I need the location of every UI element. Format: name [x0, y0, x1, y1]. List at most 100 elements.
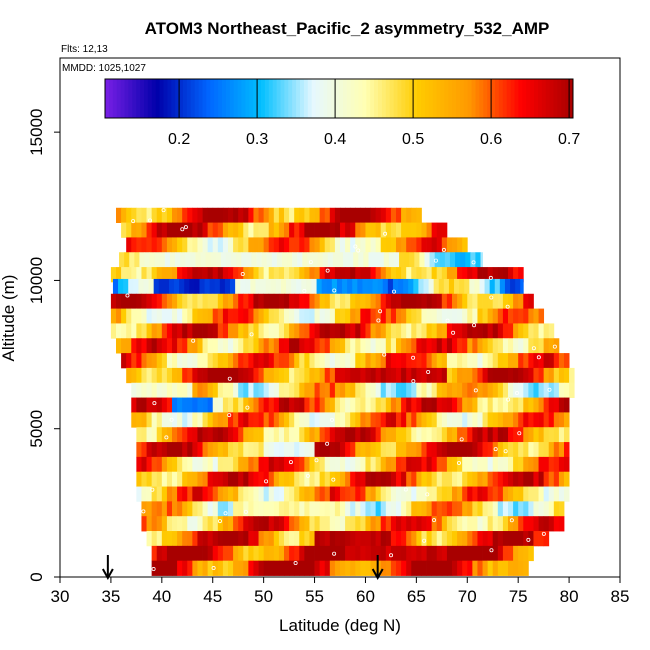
heatmap-cell	[309, 501, 315, 517]
heatmap-cell	[396, 516, 402, 532]
heatmap-cell	[543, 353, 550, 369]
heatmap-cell	[528, 456, 534, 473]
heatmap-cell	[462, 412, 468, 428]
heatmap-cell	[182, 560, 188, 576]
heatmap-cell	[141, 427, 147, 443]
heatmap-cell	[248, 293, 254, 309]
heatmap-cell	[329, 412, 336, 428]
heatmap-cell	[365, 237, 371, 253]
heatmap-cell	[492, 456, 499, 473]
heatmap-cell	[294, 545, 300, 562]
heatmap-cell	[207, 486, 214, 502]
heatmap-cell	[309, 397, 315, 413]
heatmap-cell	[268, 237, 275, 253]
heatmap-cell	[492, 516, 499, 532]
heatmap-cell	[324, 293, 331, 309]
heatmap-cell	[421, 353, 427, 369]
heatmap-cell	[396, 397, 402, 413]
heatmap-cell	[380, 382, 387, 398]
heatmap-cell	[421, 427, 427, 443]
heatmap-cell	[243, 560, 249, 576]
heatmap-cell	[528, 545, 534, 562]
heatmap-cell	[309, 237, 315, 253]
heatmap-cell	[217, 267, 224, 283]
heatmap-cell	[268, 222, 275, 238]
heatmap-cell	[177, 442, 183, 458]
heatmap-cell	[329, 442, 336, 458]
heatmap-cell	[385, 353, 392, 369]
heatmap-cell	[251, 252, 257, 268]
colorbar-segment	[491, 79, 496, 118]
heatmap-cell	[197, 367, 203, 384]
heatmap-cell	[355, 222, 361, 238]
heatmap-cell	[243, 501, 249, 517]
heatmap-cell	[299, 293, 305, 309]
heatmap-cell	[284, 471, 290, 487]
heatmap-cell	[294, 501, 300, 517]
heatmap-cell	[334, 442, 341, 458]
heatmap-cell	[360, 412, 366, 428]
heatmap-cell	[243, 367, 249, 384]
heatmap-cell	[423, 278, 429, 295]
heatmap-cell	[250, 278, 256, 295]
heatmap-cell	[248, 531, 254, 547]
heatmap-cell	[508, 338, 514, 354]
heatmap-cell	[472, 471, 478, 487]
heatmap-cell	[558, 427, 565, 443]
heatmap-cell	[253, 412, 259, 428]
heatmap-cell	[360, 456, 366, 473]
heatmap-cell	[390, 456, 397, 473]
heatmap-cell	[192, 412, 198, 428]
heatmap-cell	[523, 323, 529, 339]
heatmap-cell	[182, 323, 188, 339]
heatmap-cell	[207, 397, 214, 413]
heatmap-cell	[482, 531, 489, 547]
heatmap-cell	[446, 237, 453, 253]
heatmap-cell	[243, 267, 249, 283]
heatmap-cell	[543, 323, 550, 339]
heatmap-cell	[482, 293, 489, 309]
heatmap-cell	[231, 252, 237, 268]
colorbar-segment	[471, 79, 476, 118]
heatmap-cell	[375, 486, 382, 502]
heatmap-cell	[553, 486, 560, 502]
colorbar-segment	[175, 79, 180, 118]
heatmap-cell	[513, 293, 519, 309]
heatmap-cell	[421, 338, 427, 354]
colorbar-segment	[327, 79, 332, 118]
heatmap-cell	[426, 545, 433, 562]
heatmap-cell	[192, 237, 198, 253]
heatmap-cell	[340, 222, 346, 238]
heatmap-cell	[457, 442, 463, 458]
heatmap-cell	[141, 442, 147, 458]
heatmap-cell	[185, 252, 191, 268]
colorbar-segment	[284, 79, 289, 118]
heatmap-cell	[462, 308, 468, 324]
heatmap-cell	[508, 560, 514, 576]
heatmap-cell	[253, 442, 259, 458]
heatmap-cell	[294, 471, 300, 487]
heatmap-cell	[207, 323, 214, 339]
heatmap-cell	[340, 308, 346, 324]
heatmap-cell	[502, 367, 509, 384]
heatmap-cell	[406, 267, 412, 283]
heatmap-cell	[345, 412, 351, 428]
heatmap-cell	[294, 560, 300, 576]
heatmap-cell	[365, 471, 371, 487]
heatmap-cell	[273, 486, 280, 502]
colorbar-segment	[140, 79, 145, 118]
heatmap-cell	[233, 308, 239, 324]
heatmap-cell	[472, 531, 478, 547]
heatmap-cell	[436, 308, 443, 324]
heatmap-cell	[462, 516, 468, 532]
heatmap-cell	[222, 397, 229, 413]
heatmap-cell	[467, 501, 473, 517]
heatmap-cell	[502, 501, 509, 517]
heatmap-cell	[243, 427, 249, 443]
heatmap-cell	[520, 278, 524, 295]
sample-dot	[441, 247, 446, 252]
heatmap-cell	[345, 267, 351, 283]
heatmap-cell	[136, 412, 142, 428]
heatmap-cell	[433, 278, 440, 295]
heatmap-cell	[217, 516, 224, 532]
